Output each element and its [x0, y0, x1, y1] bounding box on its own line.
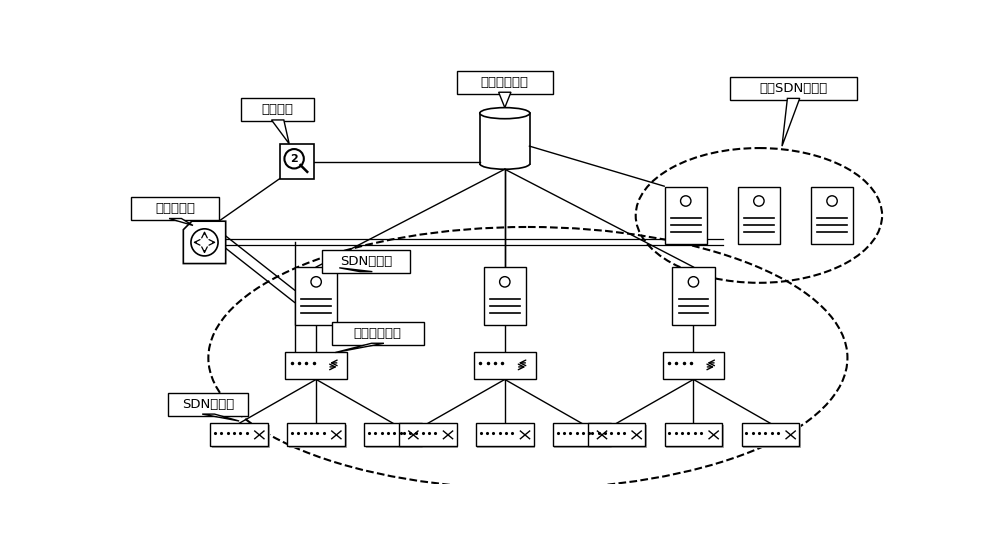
Bar — [287, 423, 345, 447]
Bar — [665, 187, 707, 244]
Polygon shape — [335, 343, 384, 353]
FancyBboxPatch shape — [332, 322, 424, 345]
Bar — [588, 423, 645, 447]
FancyBboxPatch shape — [168, 393, 248, 416]
Polygon shape — [782, 98, 800, 146]
Polygon shape — [271, 120, 289, 144]
Text: 决策模块: 决策模块 — [262, 103, 294, 116]
FancyBboxPatch shape — [730, 77, 857, 100]
Bar — [295, 268, 337, 325]
Bar — [738, 187, 780, 244]
Bar — [742, 423, 799, 447]
Bar — [743, 425, 801, 448]
Bar — [554, 425, 612, 448]
Text: 冗余SDN控制器: 冗余SDN控制器 — [759, 82, 828, 95]
Polygon shape — [339, 268, 372, 271]
Bar — [484, 268, 526, 325]
Polygon shape — [202, 414, 239, 421]
Bar — [210, 423, 268, 447]
Bar — [399, 423, 457, 447]
Bar — [666, 425, 724, 448]
Ellipse shape — [480, 108, 530, 119]
Bar — [553, 423, 611, 447]
Bar — [285, 352, 347, 379]
FancyBboxPatch shape — [457, 71, 553, 94]
FancyBboxPatch shape — [131, 197, 219, 220]
Bar — [476, 423, 534, 447]
Text: 全局备份模块: 全局备份模块 — [481, 76, 529, 89]
Text: SDN控制器: SDN控制器 — [340, 255, 392, 268]
Text: 指令代理模块: 指令代理模块 — [354, 327, 402, 340]
Bar — [589, 425, 647, 448]
Text: SDN交换机: SDN交换机 — [182, 398, 234, 411]
Polygon shape — [183, 221, 226, 263]
Bar — [663, 352, 724, 379]
Bar — [280, 144, 314, 179]
Bar — [480, 113, 530, 164]
Bar — [477, 425, 535, 448]
Bar — [474, 352, 536, 379]
Bar — [364, 423, 422, 447]
Polygon shape — [499, 92, 511, 108]
Bar — [672, 268, 715, 325]
Ellipse shape — [636, 148, 882, 283]
Bar — [665, 423, 722, 447]
Bar — [212, 425, 270, 448]
Bar — [811, 187, 853, 244]
Text: 2: 2 — [290, 154, 298, 164]
Polygon shape — [169, 219, 193, 225]
Bar — [400, 425, 458, 448]
Bar — [366, 425, 424, 448]
FancyBboxPatch shape — [322, 250, 410, 273]
Bar — [289, 425, 347, 448]
FancyBboxPatch shape — [241, 98, 314, 121]
Text: 预连接模块: 预连接模块 — [155, 202, 195, 215]
